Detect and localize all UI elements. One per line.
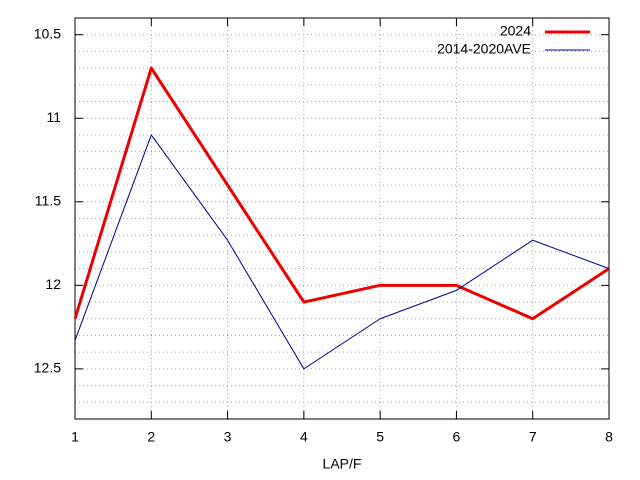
- y-tick-label: 11.5: [35, 192, 61, 208]
- x-tick-label: 8: [605, 429, 613, 445]
- x-tick-label: 4: [300, 429, 308, 445]
- y-tick-label: 11: [46, 109, 61, 125]
- x-tick-label: 2: [147, 429, 155, 445]
- x-tick-label: 1: [71, 429, 79, 445]
- legend-label: 2014-2020AVE: [437, 41, 531, 57]
- x-tick-label: 5: [376, 429, 384, 445]
- plot-border: [74, 17, 610, 420]
- legend-label: 2024: [500, 23, 531, 39]
- x-tick-label: 3: [224, 429, 232, 445]
- y-tick-label: 12: [45, 276, 61, 292]
- x-tick-label: 6: [453, 429, 461, 445]
- y-tick-label: 12.5: [34, 360, 61, 376]
- x-axis-label: LAP/F: [323, 456, 362, 472]
- y-tick-label: 10.5: [34, 25, 61, 41]
- data-line: [73, 66, 610, 321]
- data-line: [74, 134, 610, 370]
- x-tick-label: 7: [529, 429, 537, 445]
